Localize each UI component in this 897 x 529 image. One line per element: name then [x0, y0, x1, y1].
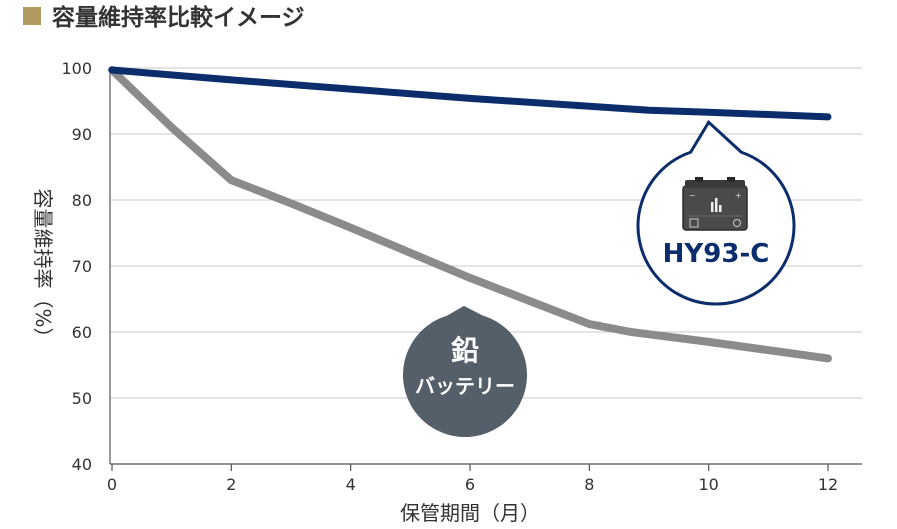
svg-text:+: +	[735, 191, 742, 200]
y-tick-label: 70	[72, 257, 92, 276]
y-tick-label: 100	[61, 59, 92, 78]
y-axis-ticks: 40 50 60 70 80 90 100	[61, 59, 92, 474]
title-square-marker	[23, 7, 41, 25]
x-tick-label: 6	[465, 475, 475, 494]
x-tick-label: 0	[107, 475, 117, 494]
battery-icon: − +	[682, 177, 748, 231]
y-tick-label: 40	[72, 455, 92, 474]
hy93c-callout: − + HY93-C	[636, 119, 796, 306]
y-axis-title: 容量維持率（%）	[31, 188, 55, 347]
grid	[110, 67, 862, 399]
hy93c-callout-label: HY93-C	[663, 239, 770, 269]
x-axis-ticks: 0 2 4 6 8 10 12	[107, 464, 838, 494]
y-tick-label: 80	[72, 191, 92, 210]
y-tick-label: 90	[72, 125, 92, 144]
svg-text:−: −	[689, 191, 696, 200]
x-tick-label: 2	[226, 475, 236, 494]
x-tick-label: 10	[698, 475, 718, 494]
x-axis-title: 保管期間（月）	[400, 501, 540, 525]
series-line-lead-battery	[108, 65, 832, 363]
lead-battery-callout-shape	[403, 305, 528, 437]
x-tick-label: 8	[584, 475, 594, 494]
lead-battery-callout: 鉛 バッテリー	[403, 305, 528, 437]
x-tick-label: 12	[818, 475, 838, 494]
lead-battery-callout-label-line1: 鉛	[451, 334, 479, 367]
y-tick-label: 50	[72, 389, 92, 408]
lead-battery-callout-label-line2: バッテリー	[415, 374, 515, 398]
y-tick-label: 60	[72, 323, 92, 342]
x-tick-label: 4	[346, 475, 356, 494]
series-line-hy93c	[108, 66, 832, 121]
chart-title: 容量維持率比較イメージ	[52, 4, 305, 31]
